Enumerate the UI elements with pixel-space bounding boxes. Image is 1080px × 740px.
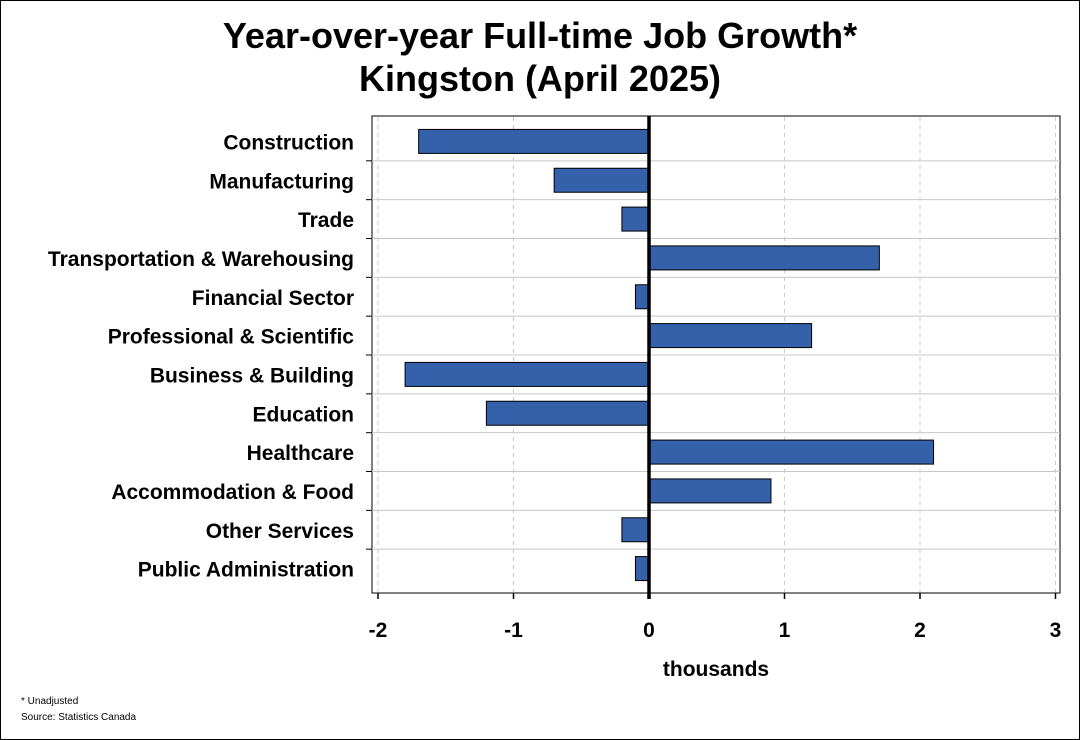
bar bbox=[553, 167, 650, 193]
x-tick-label: -2 bbox=[369, 619, 388, 642]
category-label: Trade bbox=[298, 209, 354, 232]
category-label: Financial Sector bbox=[192, 287, 354, 310]
category-label: Professional & Scientific bbox=[108, 326, 355, 349]
bar bbox=[634, 284, 650, 310]
chart-subtitle: Kingston (April 2025) bbox=[358, 58, 722, 99]
category-label: Accommodation & Food bbox=[111, 481, 354, 504]
chart-title-block: Year-over-year Full-time Job Growth* Kin… bbox=[0, 14, 1080, 100]
bar bbox=[404, 361, 650, 387]
bar bbox=[621, 517, 650, 543]
category-label: Public Administration bbox=[138, 559, 354, 582]
category-label: Construction bbox=[223, 131, 354, 154]
x-tick-label: 1 bbox=[779, 619, 791, 642]
bar bbox=[418, 128, 650, 154]
category-label: Education bbox=[252, 403, 354, 426]
bar bbox=[485, 400, 650, 426]
category-label: Other Services bbox=[206, 520, 354, 543]
chart-title: Year-over-year Full-time Job Growth* bbox=[222, 15, 858, 56]
category-label: Manufacturing bbox=[209, 170, 354, 193]
footnote-source: Source: Statistics Canada bbox=[21, 712, 137, 723]
bar bbox=[648, 439, 935, 465]
x-tick-label: -1 bbox=[504, 619, 523, 642]
footnote-unadjusted: * Unadjusted bbox=[21, 696, 79, 707]
bar bbox=[648, 245, 880, 271]
category-label: Healthcare bbox=[247, 442, 354, 465]
bar bbox=[634, 556, 650, 582]
x-tick-label: 3 bbox=[1050, 619, 1062, 642]
x-tick-label: 2 bbox=[914, 619, 926, 642]
bar bbox=[648, 323, 813, 349]
bar bbox=[621, 206, 650, 232]
x-tick-label: 0 bbox=[643, 619, 655, 642]
bar bbox=[648, 478, 772, 504]
category-label: Business & Building bbox=[150, 364, 354, 387]
x-axis-label: thousands bbox=[663, 658, 769, 681]
category-label: Transportation & Warehousing bbox=[48, 248, 354, 271]
